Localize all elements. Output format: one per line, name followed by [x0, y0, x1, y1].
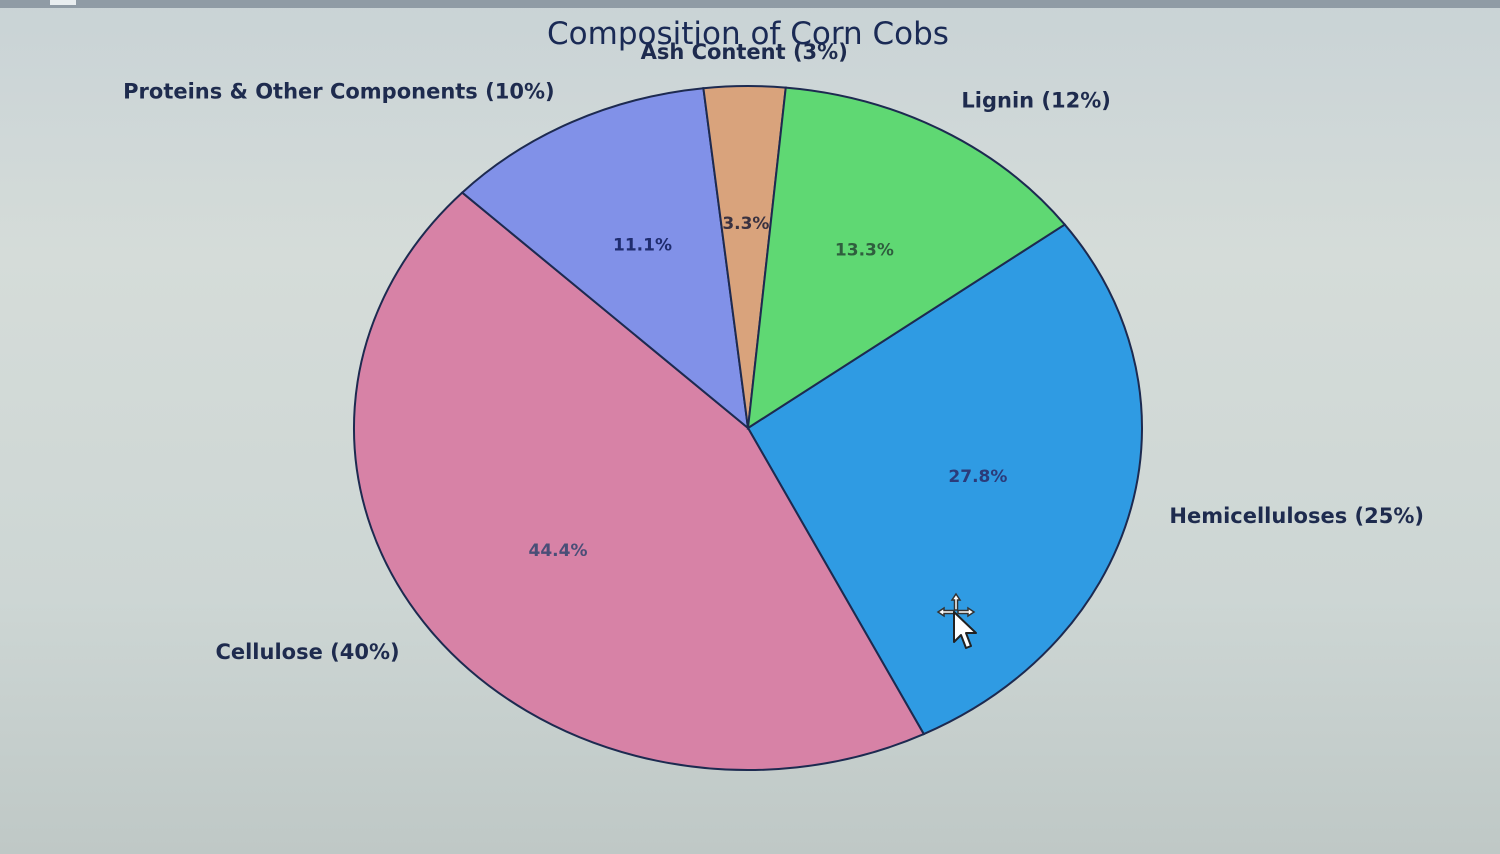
pie-slice	[746, 223, 1143, 736]
chart-title: Composition of Corn Cobs	[547, 16, 949, 52]
pie-percent-labels: 27.8% 44.4% 11.1% 3.3% 13.3%	[529, 214, 1008, 561]
window-corner-button[interactable]	[50, 0, 76, 5]
pie-slice-label: Hemicelluloses (25%)	[1169, 504, 1424, 528]
pie-slice-label: Proteins & Other Components (10%)	[123, 79, 554, 103]
pie-percent-label: 44.4%	[529, 541, 588, 561]
pie-slice-label: Cellulose (40%)	[215, 640, 399, 664]
pie-slice	[353, 191, 926, 772]
pie-slices	[353, 85, 1143, 772]
pie-percent-label: 3.3%	[722, 214, 769, 234]
pie-slice	[746, 86, 1067, 430]
pie-percent-label: 11.1%	[613, 235, 672, 255]
pie-percent-label: 13.3%	[835, 240, 894, 260]
window-top-bar	[0, 0, 1500, 8]
pie-slice	[460, 87, 750, 431]
pie-slice-labels: Hemicelluloses (25%) Cellulose (40%) Prote…	[123, 40, 1424, 664]
pie-slice-label: Lignin (12%)	[961, 89, 1110, 113]
pie-percent-label: 27.8%	[948, 467, 1007, 487]
pie-slice-label: Ash Content (3%)	[641, 40, 848, 64]
move-cursor-icon	[936, 592, 977, 649]
